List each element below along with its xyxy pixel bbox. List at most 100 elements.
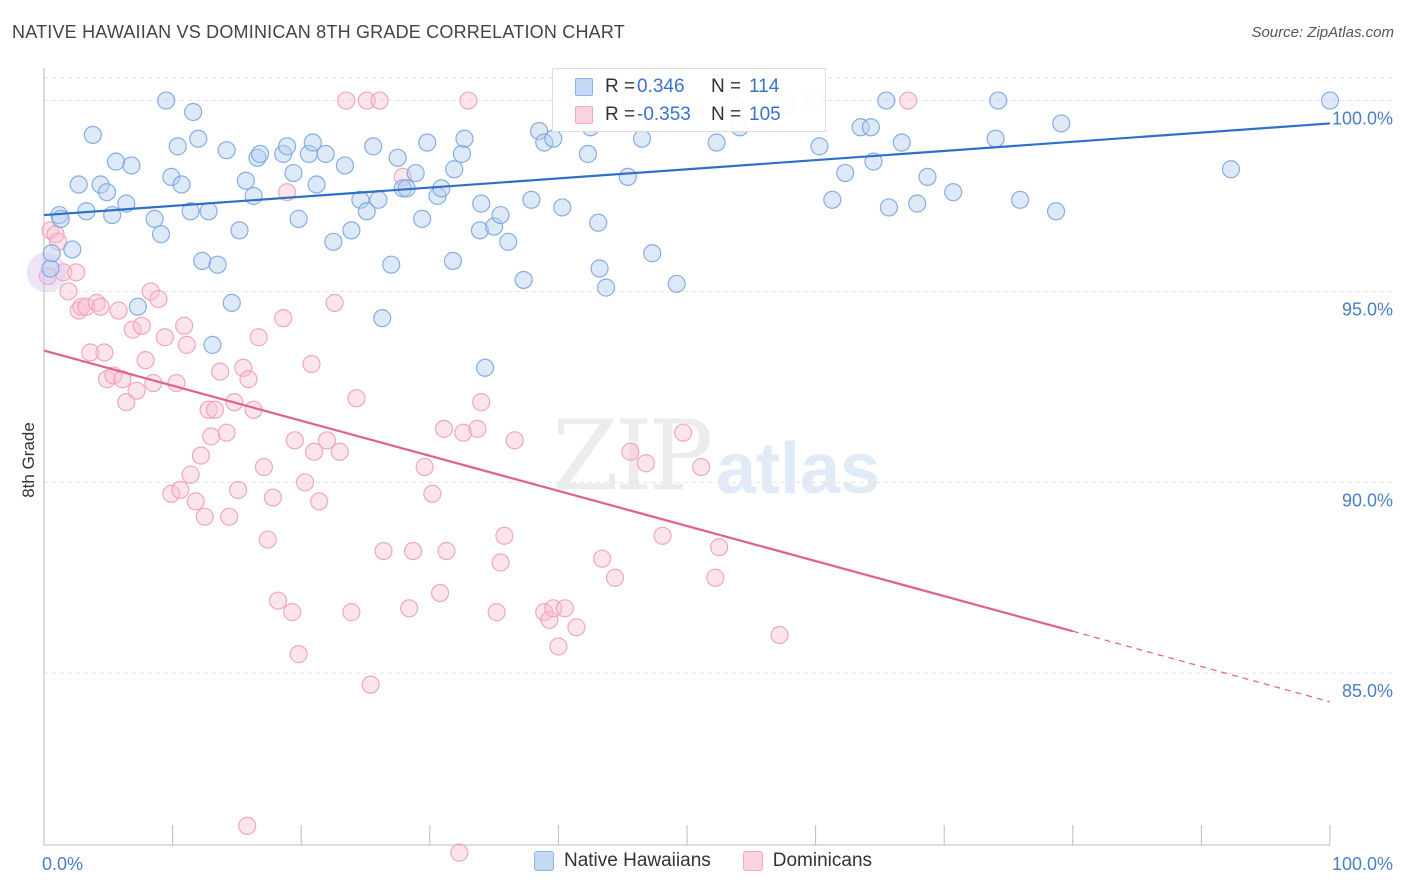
dominicans-point (186, 492, 205, 511)
dominicans-point (295, 473, 315, 492)
native-hawaiians-point (452, 144, 472, 164)
dominicans-point (175, 316, 194, 335)
native-hawaiians-point (307, 175, 326, 194)
source-credit: Source: ZipAtlas.com (1251, 24, 1394, 41)
native-hawaiians-point (364, 137, 383, 156)
stats-row-dominicans: R = -0.353 N = 105 (553, 101, 781, 129)
dominicans-point (337, 91, 356, 110)
native-hawaiians-point (193, 251, 212, 270)
native-hawaiians-point (632, 129, 652, 148)
dominicans-point (268, 591, 288, 610)
dominicans-point (155, 328, 174, 347)
dominicans-point (72, 297, 91, 316)
r-value: -0.353 (637, 104, 691, 125)
dominicans-point (653, 526, 672, 545)
dominicans-point (434, 419, 454, 438)
dominicans-point (706, 568, 725, 587)
native-hawaiians-point (590, 259, 609, 278)
native-hawaiians-point (244, 186, 263, 206)
dominicans-point (400, 599, 419, 618)
y-tick-label: 95.0% (1342, 299, 1393, 319)
native-hawaiians-point (91, 175, 110, 194)
dominicans-point (549, 637, 568, 656)
dominicans-point (199, 400, 218, 419)
axes (43, 68, 1330, 846)
chart-title: NATIVE HAWAIIAN VS DOMINICAN 8TH GRADE C… (12, 22, 625, 42)
n-label: N = (711, 76, 742, 97)
native-hawaiians-point (184, 102, 203, 122)
native-hawaiians-point (472, 194, 491, 213)
native-hawaiians-point (382, 255, 401, 274)
y-tick-label: 90.0% (1342, 490, 1393, 510)
dominicans-point (310, 492, 329, 511)
native-hawaiians-point (455, 129, 474, 148)
native-hawaiians-point (475, 358, 495, 377)
native-hawaiians-point (1010, 190, 1030, 209)
dominicans-point (487, 603, 506, 622)
dominicans-point (289, 645, 308, 664)
dominicans-point (450, 843, 469, 862)
dominicans-point (710, 538, 729, 557)
dominicans-point (123, 320, 142, 339)
dominicans-point (195, 507, 214, 526)
native-hawaiians-point (1320, 91, 1340, 110)
native-hawaiians-point (810, 137, 829, 156)
dominicans-point (317, 431, 337, 450)
dominicans-point (636, 454, 655, 473)
native-hawaiians-point (230, 221, 249, 240)
native-hawaiians-point (918, 167, 937, 186)
native-hawaiians-point (369, 190, 388, 209)
native-hawaiians-point (342, 221, 361, 240)
dominicans-point (454, 423, 473, 442)
legend-item-native-hawaiians[interactable]: Native Hawaiians (533, 850, 711, 872)
dominicans-point (285, 431, 304, 450)
dominicans-point (283, 603, 302, 622)
dominicans-point (423, 484, 442, 503)
native-hawaiians-point (445, 160, 464, 179)
dominicans-point (249, 328, 268, 347)
legend-item-dominicans[interactable]: Dominicans (742, 850, 872, 872)
dominicans-point (229, 480, 248, 500)
y-tick-label: 100.0% (1332, 109, 1393, 129)
dominicans-point (205, 400, 225, 419)
dominicans-point (202, 427, 221, 446)
dominicans-point (220, 507, 239, 526)
n-value: 114 (749, 76, 780, 97)
dominicans-point (302, 354, 321, 374)
native-hawaiians-point (879, 198, 899, 217)
dominicans-point (258, 530, 277, 549)
dominicans-trend-extension (1072, 630, 1331, 703)
dominicans-point (177, 335, 196, 354)
dominicans-point (495, 526, 514, 545)
series-native-hawaiians-points (41, 91, 1340, 377)
dominicans-point (217, 423, 236, 442)
stats-legend: R = 0.346 N = 114 R = -0.353 N = 105 (552, 68, 826, 132)
r-label: R = (605, 76, 636, 97)
dominicans-point (593, 549, 612, 568)
native-hawaiians-point (168, 137, 187, 156)
native-hawaiians-point (491, 205, 510, 225)
dominicans-point (403, 541, 423, 561)
native-hawaiians-point (42, 244, 61, 263)
native-hawaiians-point (432, 179, 451, 198)
dominicans-point (325, 293, 344, 312)
dominicans-point (505, 431, 524, 450)
native-hawaiians-point (157, 91, 176, 110)
dominicans-point (770, 625, 789, 645)
dominicans-point (113, 370, 132, 389)
dominicans-point (211, 362, 230, 381)
dominicans-swatch (575, 106, 593, 124)
dominicans-point (77, 297, 96, 316)
native-hawaiians-point (162, 167, 181, 186)
native-hawaiians-point (406, 163, 425, 183)
dominicans-point (136, 351, 155, 370)
native-hawaiians-point (618, 167, 637, 186)
native-hawaiians-point (351, 190, 370, 209)
dominicans-point (370, 91, 389, 110)
dominicans-point (67, 263, 86, 282)
native-hawaiians-point (199, 202, 218, 221)
dominicans-point (605, 568, 625, 587)
series-dominicans-points (26, 91, 918, 862)
dominicans-point (263, 488, 283, 507)
